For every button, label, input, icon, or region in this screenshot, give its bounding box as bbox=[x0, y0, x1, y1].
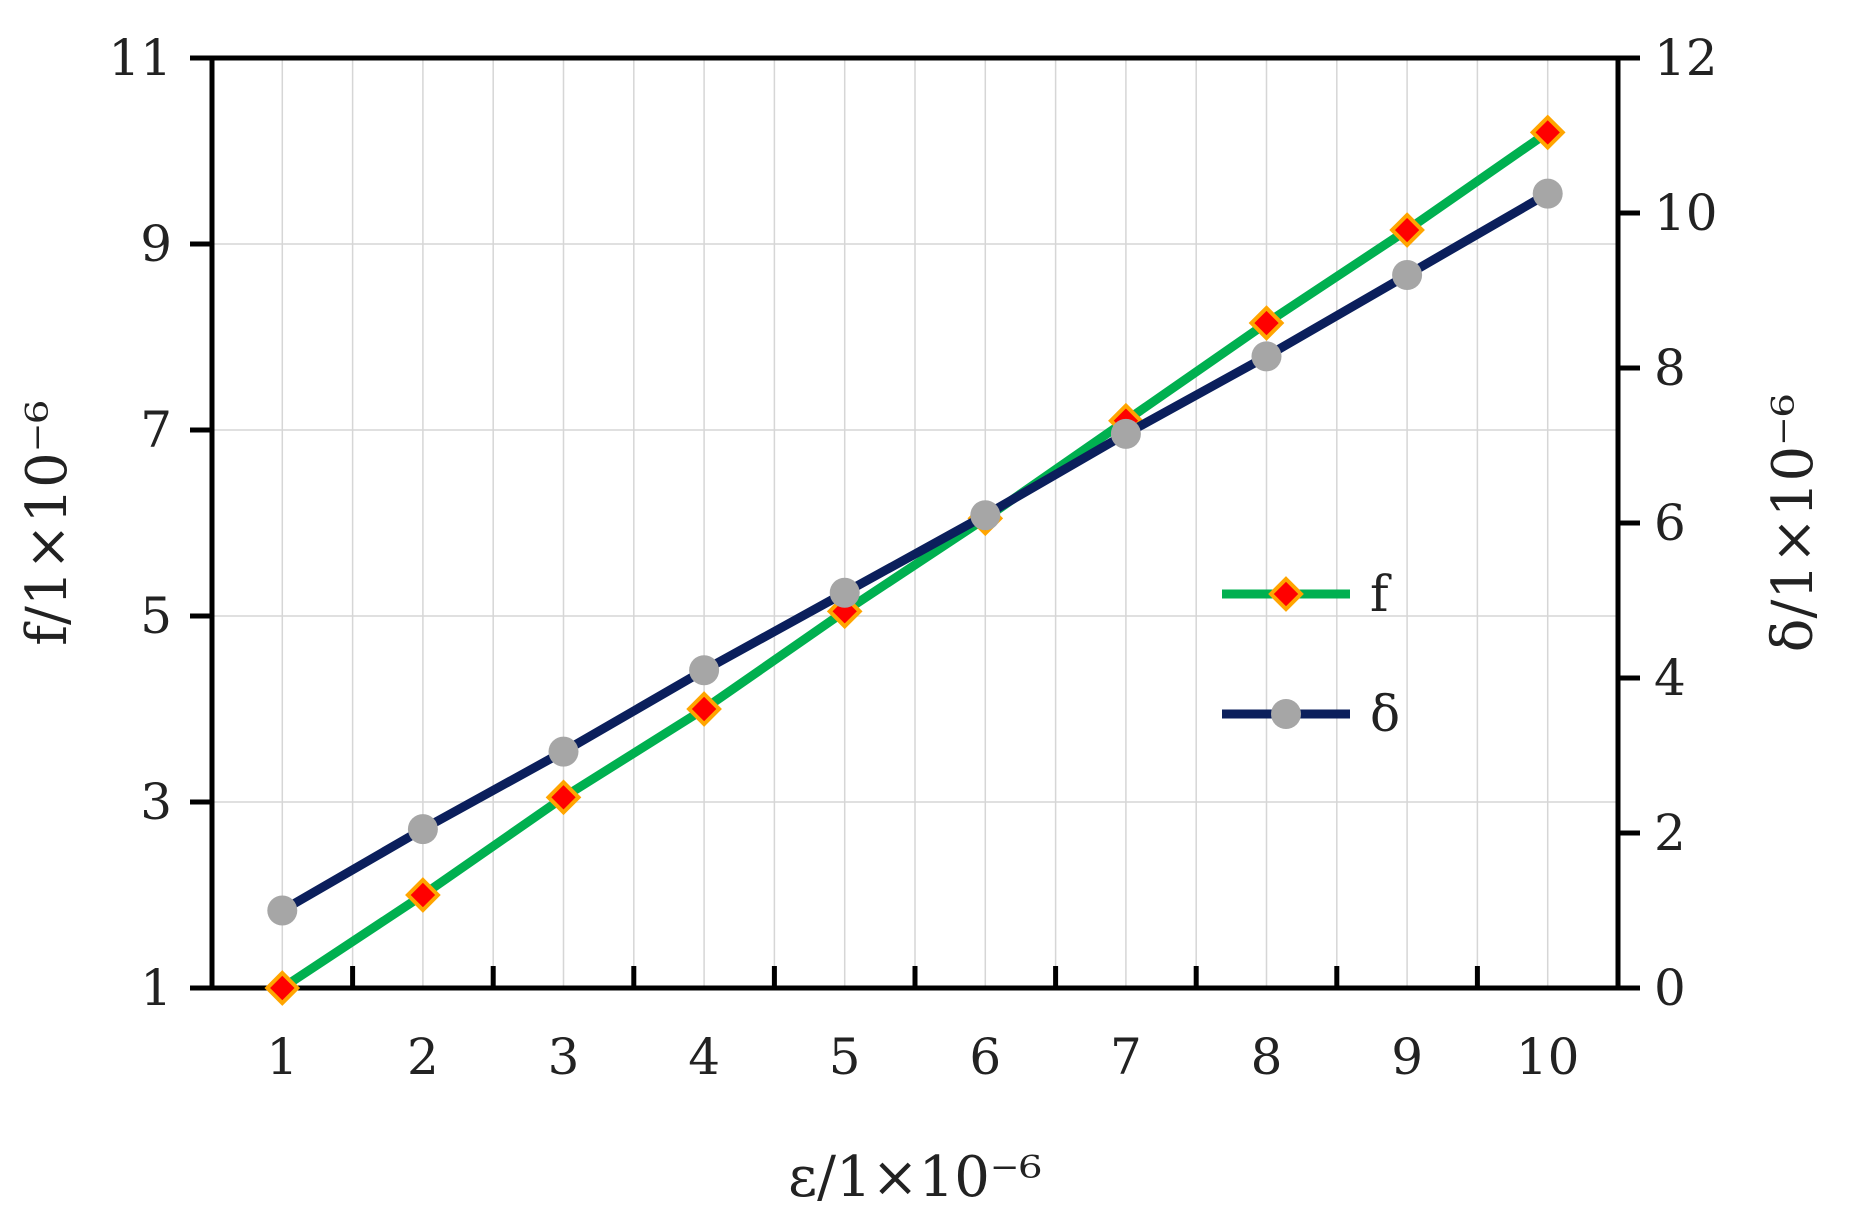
y-axis-title: f/1×10⁻⁶ bbox=[15, 400, 80, 645]
y2-tick-label: 4 bbox=[1654, 649, 1686, 707]
data-point-delta bbox=[1532, 178, 1563, 209]
x-axis-title: ε/1×10⁻⁶ bbox=[788, 1145, 1042, 1210]
data-point-delta bbox=[970, 500, 1001, 531]
data-point-delta bbox=[407, 814, 438, 845]
legend: fδ bbox=[1222, 565, 1400, 743]
x-tick-label: 2 bbox=[407, 1028, 439, 1086]
y2-tick-label: 8 bbox=[1654, 339, 1686, 397]
legend-marker-f bbox=[1268, 576, 1304, 612]
data-point-delta bbox=[1110, 418, 1141, 449]
data-point-f bbox=[1248, 305, 1285, 341]
y2-tick-label: 0 bbox=[1654, 959, 1686, 1017]
x-tick-label: 3 bbox=[548, 1028, 580, 1086]
y-tick-label: 11 bbox=[108, 29, 172, 87]
data-point-delta bbox=[1392, 260, 1423, 290]
data-point-f bbox=[405, 877, 441, 913]
series-line-delta bbox=[280, 189, 1550, 915]
data-point-delta bbox=[689, 655, 720, 686]
data-point-f bbox=[264, 970, 301, 1006]
axis-ticks bbox=[190, 55, 1640, 991]
y2-tick-label: 10 bbox=[1654, 184, 1718, 242]
data-point-f bbox=[1529, 114, 1566, 151]
x-tick-label: 6 bbox=[969, 1028, 1001, 1086]
data-point-f bbox=[545, 779, 582, 816]
x-tick-label: 9 bbox=[1391, 1028, 1423, 1086]
grid bbox=[212, 58, 1618, 988]
y2-tick-label: 12 bbox=[1654, 29, 1718, 87]
y2-axis-title: δ/1×10⁻⁶ bbox=[1761, 394, 1826, 652]
series-line-f bbox=[279, 128, 1551, 992]
data-point-delta bbox=[548, 736, 579, 767]
data-point-f bbox=[686, 691, 722, 727]
data-point-delta bbox=[267, 895, 298, 926]
data-point-f bbox=[1389, 212, 1425, 248]
x-tick-label: 4 bbox=[688, 1028, 720, 1086]
y-tick-label: 3 bbox=[140, 773, 172, 831]
y2-tick-label: 6 bbox=[1654, 494, 1686, 552]
data-point-delta bbox=[829, 577, 860, 608]
data-point-delta bbox=[1251, 341, 1282, 372]
x-tick-label: 5 bbox=[829, 1028, 861, 1086]
x-tick-label: 8 bbox=[1251, 1028, 1283, 1086]
x-tick-label: 7 bbox=[1110, 1028, 1142, 1086]
series-layer bbox=[264, 114, 1566, 1006]
y-tick-label: 9 bbox=[140, 215, 172, 273]
y-tick-label: 1 bbox=[140, 959, 172, 1017]
y2-tick-label: 2 bbox=[1654, 804, 1686, 862]
plot-frame bbox=[209, 55, 1621, 991]
x-tick-label: 1 bbox=[266, 1028, 298, 1086]
legend-label-f: f bbox=[1370, 565, 1392, 623]
legend-marker-delta bbox=[1271, 699, 1301, 729]
legend-label-delta: δ bbox=[1370, 685, 1400, 743]
y-tick-label: 7 bbox=[140, 401, 172, 459]
y-tick-label: 5 bbox=[140, 587, 172, 645]
x-tick-label: 10 bbox=[1516, 1028, 1580, 1086]
